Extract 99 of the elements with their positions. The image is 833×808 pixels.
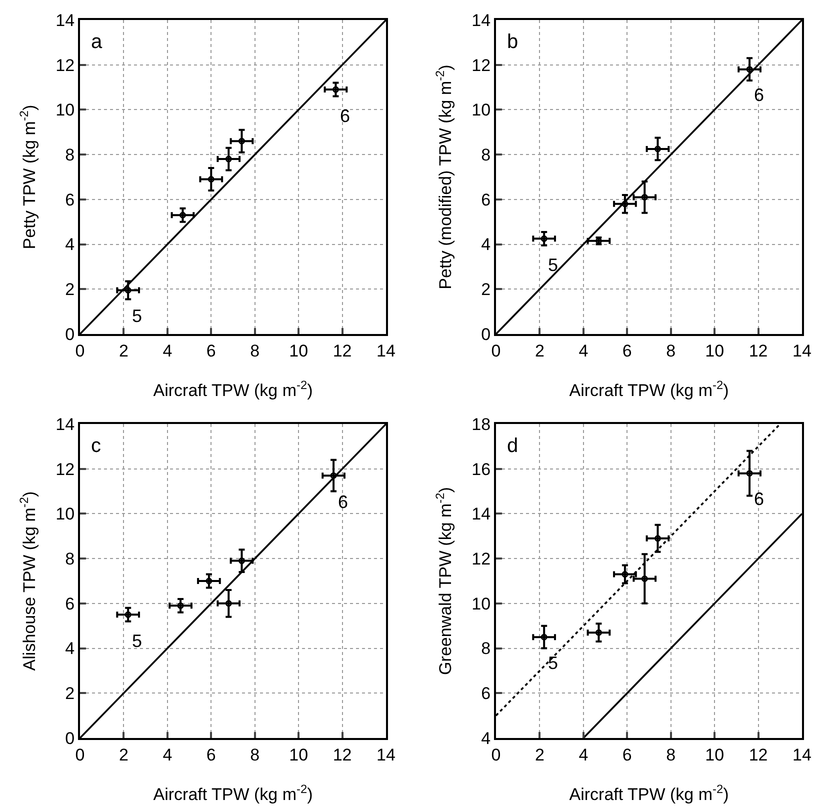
point — [540, 235, 548, 242]
point — [641, 576, 648, 582]
annotation: 6 — [340, 106, 350, 126]
y-tick-label: 16 — [472, 460, 491, 479]
point — [225, 600, 232, 607]
y-tick-label: 10 — [56, 100, 75, 120]
y-tick-label: 18 — [472, 414, 491, 434]
x-tick-label: 4 — [578, 341, 588, 360]
point — [124, 611, 132, 618]
annotation: 5 — [548, 255, 558, 275]
point — [206, 578, 212, 584]
annotation: 5 — [548, 653, 558, 673]
x-tick-label: 8 — [666, 745, 676, 764]
x-tick-label: 6 — [206, 745, 216, 764]
x-axis-title: Aircraft TPW (kg m$^{-2}$) — [569, 782, 729, 804]
y-tick-label: 14 — [472, 504, 491, 524]
x-tick-label: 6 — [206, 341, 216, 360]
x-tick-label: 10 — [705, 745, 724, 764]
annotation: c — [91, 435, 101, 457]
point — [238, 558, 245, 564]
point — [124, 287, 132, 294]
y-tick-label: 8 — [481, 639, 491, 658]
y-tick-label: 12 — [56, 460, 75, 479]
x-tick-label: 8 — [250, 745, 260, 764]
y-tick-label: 10 — [472, 594, 491, 614]
y-tick-label: 10 — [56, 504, 75, 524]
annotation: b — [507, 31, 518, 53]
y-tick-label: 6 — [65, 190, 75, 210]
y-tick-label: 10 — [472, 100, 491, 120]
point — [595, 629, 602, 636]
x-tick-label: 2 — [118, 745, 128, 764]
y-tick-label: 6 — [481, 684, 491, 704]
point — [177, 602, 184, 609]
y-tick-label: 0 — [65, 324, 75, 344]
y-tick-label: 14 — [56, 414, 75, 434]
x-tick-label: 10 — [705, 341, 724, 360]
point — [746, 470, 753, 477]
x-tick-label: 12 — [332, 745, 352, 764]
x-tick-label: 14 — [376, 745, 396, 764]
x-tick-label: 12 — [748, 341, 768, 360]
y-tick-label: 8 — [65, 146, 75, 165]
y-tick-label: 8 — [65, 550, 75, 569]
y-tick-label: 12 — [472, 550, 491, 569]
y-tick-label: 4 — [65, 639, 75, 658]
point — [622, 571, 628, 578]
point — [225, 156, 232, 162]
annotation: 5 — [132, 631, 142, 651]
point — [179, 212, 186, 218]
point — [208, 176, 214, 182]
annotation: a — [91, 31, 103, 53]
point — [330, 472, 337, 479]
x-tick-label: 4 — [578, 745, 588, 764]
point — [622, 200, 628, 208]
x-tick-label: 2 — [118, 341, 128, 360]
annotation: 6 — [338, 492, 348, 512]
y-tick-label: 0 — [481, 324, 491, 344]
y-tick-label: 12 — [56, 56, 75, 75]
y-tick-label: 2 — [65, 280, 75, 300]
annotation: 6 — [754, 489, 764, 509]
point — [654, 535, 661, 542]
x-tick-label: 10 — [289, 745, 308, 764]
point — [746, 66, 753, 73]
annotation: 6 — [754, 85, 764, 105]
y-tick-label: 4 — [65, 235, 75, 254]
y-tick-label: 4 — [481, 235, 491, 254]
point — [332, 86, 339, 93]
x-tick-label: 14 — [376, 341, 396, 360]
x-tick-label: 10 — [289, 341, 308, 360]
point — [654, 146, 661, 152]
annotation: 5 — [132, 306, 142, 326]
y-tick-label: 4 — [481, 728, 491, 748]
x-tick-label: 12 — [332, 341, 352, 360]
x-tick-label: 4 — [162, 341, 172, 360]
x-axis-title: Aircraft TPW (kg m$^{-2}$) — [153, 782, 313, 804]
x-tick-label: 14 — [792, 745, 812, 764]
annotation: d — [507, 435, 518, 457]
y-tick-label: 2 — [65, 684, 75, 704]
x-tick-label: 12 — [748, 745, 768, 764]
x-tick-label: 8 — [666, 341, 676, 360]
y-tick-label: 12 — [472, 56, 491, 75]
x-tick-label: 4 — [162, 745, 172, 764]
point — [641, 194, 648, 200]
y-tick-label: 8 — [481, 146, 491, 165]
point — [540, 634, 548, 640]
x-tick-label: 8 — [250, 341, 260, 360]
x-tick-label: 6 — [622, 745, 632, 764]
y-tick-label: 6 — [481, 190, 491, 210]
x-axis-title: Aircraft TPW (kg m$^{-2}$) — [569, 378, 729, 400]
x-tick-label: 2 — [534, 341, 544, 360]
x-tick-label: 14 — [792, 341, 812, 360]
point — [238, 138, 245, 144]
y-tick-label: 6 — [65, 594, 75, 614]
x-axis-title: Aircraft TPW (kg m$^{-2}$) — [153, 378, 313, 400]
y-tick-label: 2 — [481, 280, 491, 300]
y-tick-label: 0 — [65, 728, 75, 748]
x-tick-label: 2 — [534, 745, 544, 764]
y-tick-label: 14 — [56, 10, 75, 30]
y-tick-label: 14 — [472, 10, 491, 30]
x-tick-label: 6 — [622, 341, 632, 360]
